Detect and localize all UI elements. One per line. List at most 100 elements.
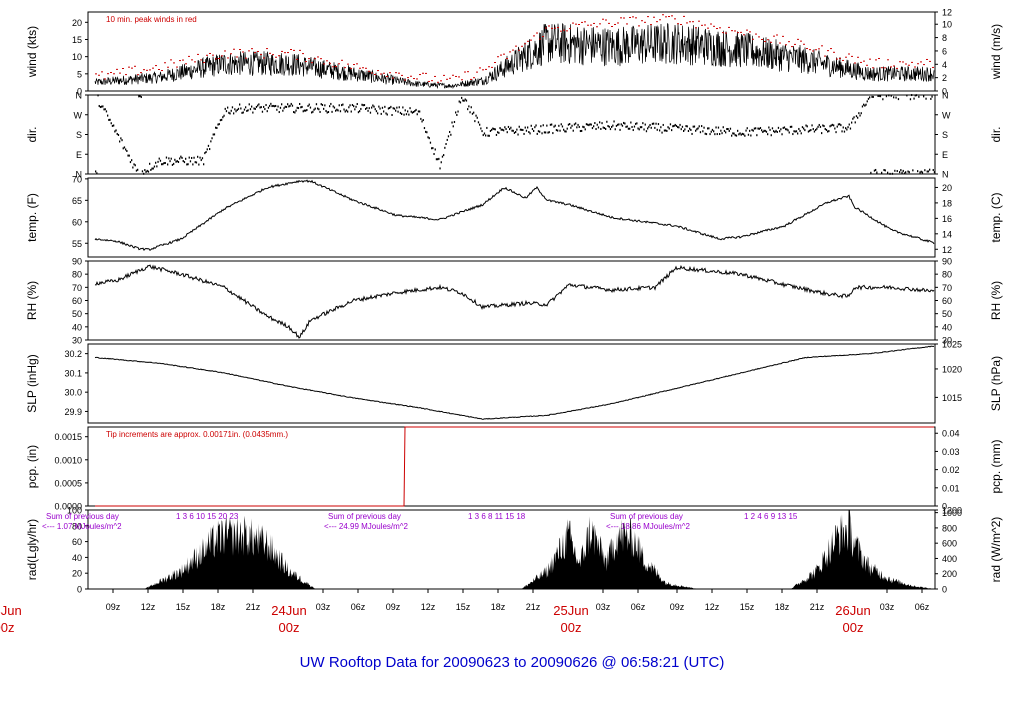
wind-direction-point: [109, 118, 111, 121]
wind-direction-point: [209, 148, 211, 151]
wind-direction-point: [477, 121, 480, 124]
wind-direction-point: [577, 123, 579, 126]
wind-direction-point: [851, 121, 853, 124]
wind-direction-point: [896, 170, 898, 173]
wind-direction-point: [615, 124, 618, 127]
wind-direction-point: [152, 167, 154, 170]
wind-direction-point: [566, 127, 568, 130]
wind-direction-point: [912, 169, 914, 172]
wind-direction-point: [168, 157, 170, 160]
wind-direction-point: [807, 130, 810, 133]
wind-direction-point: [396, 106, 398, 109]
wind-direction-point: [129, 161, 132, 164]
y-tick-label-left: 40: [72, 322, 82, 332]
wind-direction-point: [738, 133, 740, 136]
wind-direction-point: [633, 125, 636, 128]
y-tick-label-right: 0: [942, 502, 947, 512]
wind-direction-point: [537, 130, 540, 133]
wind-direction-point: [744, 134, 746, 137]
wind-direction-point: [161, 163, 163, 166]
wind-direction-point: [197, 155, 199, 158]
wind-direction-point: [141, 170, 144, 173]
rh-line: [94, 264, 935, 339]
wind-direction-point: [468, 105, 470, 108]
wind-direction-point: [506, 131, 508, 134]
wind-direction-point: [699, 131, 702, 134]
wind-direction-point: [121, 139, 123, 142]
wind-direction-point: [787, 129, 789, 132]
wind-direction-point: [573, 123, 576, 126]
wind-direction-point: [882, 98, 884, 101]
wind-direction-point: [293, 111, 295, 114]
wind-direction-point: [414, 110, 416, 113]
wind-direction-point: [729, 127, 732, 130]
y-tick-label-left: W: [74, 110, 83, 120]
wind-direction-point: [510, 126, 512, 129]
wind-direction-point: [302, 110, 304, 113]
wind-direction-point: [927, 170, 930, 173]
wind-direction-point: [295, 109, 297, 112]
wind-direction-point: [116, 132, 118, 135]
wind-direction-point: [284, 105, 286, 108]
wind-direction-point: [410, 110, 412, 113]
wind-direction-point: [888, 94, 890, 97]
wind-direction-point: [794, 130, 796, 133]
wind-direction-point: [585, 123, 588, 126]
wind-direction-point: [288, 105, 290, 108]
wind-direction-point: [273, 105, 276, 108]
wind-direction-point: [695, 129, 697, 132]
wind-direction-point: [300, 106, 302, 109]
wind-direction-point: [732, 132, 734, 135]
wind-direction-point: [504, 126, 506, 129]
daily-sum-hours: 1 3 6 8 11 15 18: [468, 512, 526, 521]
wind-direction-point: [824, 127, 826, 130]
wind-direction-point: [231, 106, 234, 109]
wind-direction-point: [117, 133, 120, 136]
panel-rad: rad(Lgly/hr) rad (W/m^2)02040608010002004…: [25, 506, 1003, 595]
wind-direction-point: [554, 124, 556, 127]
wind-direction-point: [446, 138, 448, 141]
wind-direction-point: [199, 156, 201, 159]
wind-direction-point: [591, 127, 594, 130]
wind-direction-point: [756, 134, 758, 137]
wind-direction-point: [924, 169, 926, 172]
wind-direction-point: [217, 123, 219, 126]
wind-direction-point: [720, 129, 722, 132]
wind-direction-point: [248, 103, 250, 106]
wind-direction-point: [451, 121, 453, 124]
wind-direction-point: [655, 122, 657, 125]
wind-direction-point: [289, 104, 291, 107]
wind-direction-point: [800, 132, 802, 135]
wind-direction-point: [869, 96, 871, 99]
wind-direction-point: [379, 107, 381, 110]
wind-direction-point: [932, 168, 934, 171]
wind-direction-point: [423, 127, 426, 130]
wind-direction-point: [767, 133, 769, 136]
wind-direction-point: [432, 147, 434, 150]
wind-direction-point: [758, 127, 760, 130]
wind-direction-point: [517, 133, 519, 136]
wind-direction-point: [552, 132, 554, 135]
y-tick-label-left: 30.0: [64, 388, 82, 398]
wind-direction-point: [103, 108, 105, 111]
y-tick-label-left: 80: [72, 521, 82, 531]
wind-direction-point: [336, 108, 338, 111]
wind-direction-point: [783, 126, 786, 129]
wind-direction-point: [349, 104, 351, 107]
wind-direction-point: [513, 131, 516, 134]
wind-direction-point: [786, 128, 788, 131]
wind-direction-point: [919, 171, 921, 174]
wind-direction-point: [455, 111, 457, 114]
wind-direction-point: [827, 130, 829, 133]
wind-direction-point: [581, 129, 583, 132]
wind-direction-point: [793, 130, 795, 133]
wind-direction-point: [853, 116, 855, 119]
wind-direction-point: [914, 94, 916, 97]
wind-direction-point: [846, 128, 848, 131]
wind-direction-point: [774, 131, 776, 134]
panel-annotation: Tip increments are approx. 0.00171in. (0…: [106, 430, 288, 439]
wind-direction-point: [674, 123, 676, 126]
wind-direction-point: [127, 154, 129, 157]
